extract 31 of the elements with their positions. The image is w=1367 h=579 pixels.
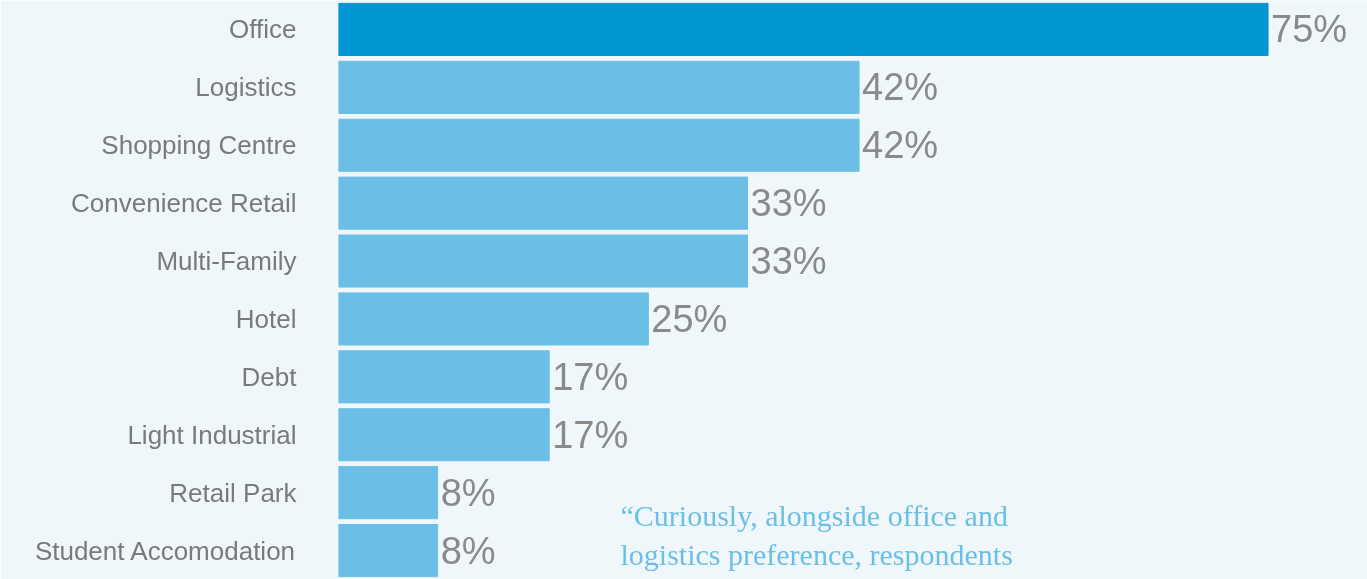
data-label: 8% [440,529,496,572]
annotation: “Curiously, alongside office and logistics preference, respondents [620,498,1013,572]
bar [338,234,748,288]
y-tick-label: Retail Park [169,477,298,508]
bar [338,466,439,520]
bar [338,2,1269,57]
y-tick-label: Logistics [195,72,297,103]
data-label: 8% [440,471,496,514]
data-label: 17% [552,413,629,456]
data-label: 42% [862,66,939,109]
data-label: 25% [651,297,728,340]
bar [338,176,748,230]
y-tick-label: Office [229,14,297,45]
data-label: 42% [862,124,939,167]
y-tick-label: Shopping Centre [101,130,297,161]
data-label: 75% [1271,8,1348,51]
y-tick-label: Multi-Family [156,246,297,277]
y-tick-label: Debt [241,361,298,392]
data-label: 17% [552,355,629,398]
bar [338,408,550,462]
bar [338,350,550,404]
y-tick-label: Hotel [235,303,297,334]
data-label: 33% [750,240,827,283]
bar [338,292,649,346]
bar [338,60,860,114]
y-tick-label: Student Accomodation [34,535,296,566]
data-label: 33% [750,182,827,225]
bar [338,523,439,578]
bar [338,118,860,172]
y-tick-label: Light Industrial [127,419,297,450]
y-tick-label: Convenience Retail [71,188,297,219]
